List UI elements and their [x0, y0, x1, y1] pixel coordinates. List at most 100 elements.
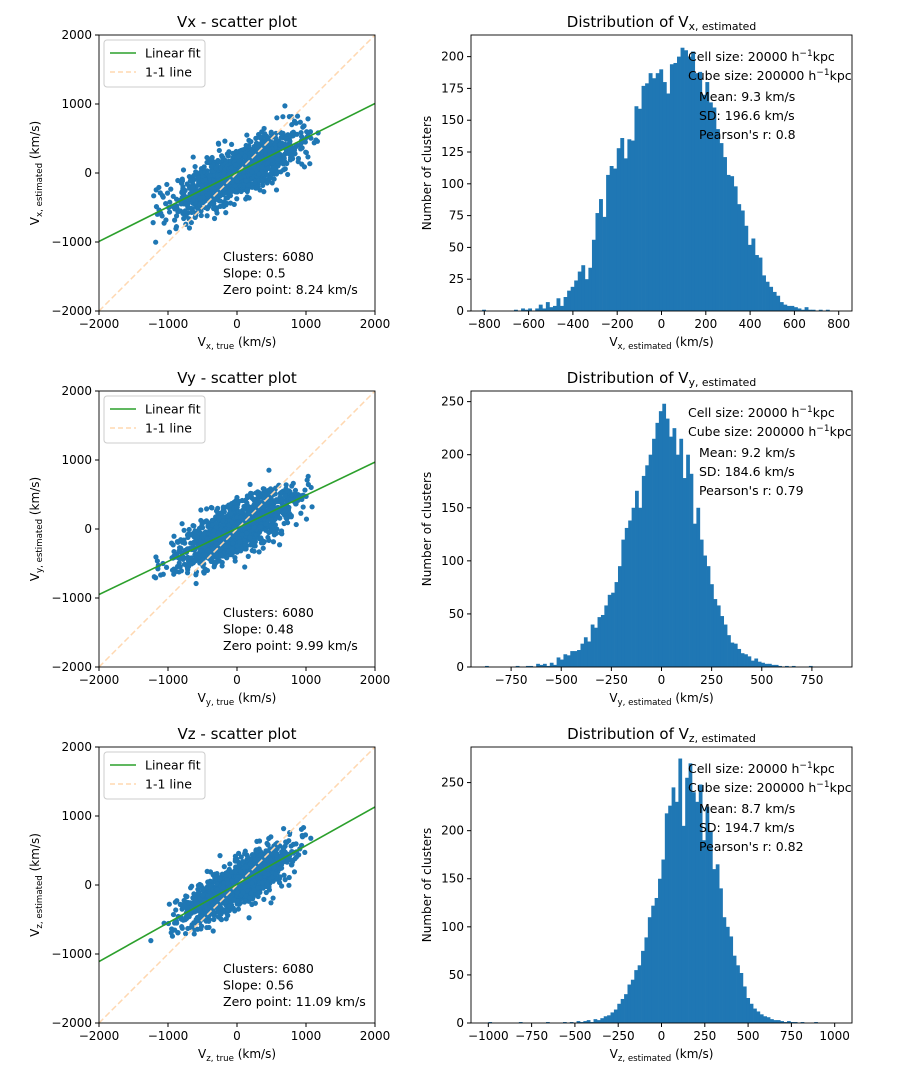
scatter-point	[283, 508, 289, 514]
scatter-point	[199, 892, 206, 898]
histogram-bar	[570, 651, 575, 667]
scatter-point	[206, 882, 212, 889]
scatter-point	[166, 209, 173, 215]
histogram-bar	[553, 664, 557, 667]
scatter-point	[169, 567, 176, 573]
scatter-point	[209, 522, 215, 528]
histogram-bar	[808, 309, 813, 311]
histogram-bar	[515, 665, 520, 667]
histogram-bar	[562, 1022, 567, 1023]
linear-fit-line	[99, 461, 375, 596]
scatter-point	[234, 504, 240, 510]
histogram-bar	[787, 1021, 791, 1023]
scatter-point	[303, 516, 310, 522]
histogram-bar	[706, 566, 711, 667]
histogram-bar	[638, 507, 643, 667]
scatter-point	[193, 555, 199, 561]
legend-box	[103, 751, 206, 800]
histogram-bar	[705, 806, 710, 1023]
scatter-point	[170, 911, 177, 918]
histogram-bar	[726, 174, 731, 311]
histogram-bar	[566, 655, 571, 667]
x-tick-label: 1000	[291, 673, 322, 687]
scatter-point	[308, 835, 314, 841]
histogram-bar	[641, 475, 646, 667]
scatter-point	[259, 178, 265, 184]
histogram-bar	[825, 309, 830, 311]
y-axis-label: Number of clusters	[420, 828, 434, 942]
histogram-panel-3: −750 −500 −250 0 250 500 750050100150200250Dis…	[420, 369, 853, 708]
histogram-bar	[751, 238, 756, 311]
scatter-point	[289, 483, 295, 489]
histogram-bar	[740, 653, 745, 667]
histogram-bar	[603, 1016, 608, 1023]
scatter-point	[228, 141, 235, 148]
histogram-bar	[614, 582, 619, 667]
scatter-point	[263, 521, 269, 527]
legend-label: 1-1 line	[145, 65, 192, 80]
scatter-point	[234, 520, 240, 526]
annotation: SD: 184.6 km/s	[699, 464, 795, 479]
scatter-point	[305, 473, 311, 480]
scatter-point	[287, 138, 293, 144]
scatter-point	[219, 153, 225, 159]
scatter-point	[191, 931, 197, 937]
scatter-point	[238, 854, 244, 860]
annotation: Zero point: 11.09 km/s	[223, 994, 366, 1009]
scatter-point	[220, 518, 226, 524]
scatter-point	[198, 923, 205, 929]
histogram-bar	[648, 73, 653, 311]
histogram-bar	[591, 239, 596, 311]
scatter-point	[205, 547, 211, 553]
scatter-point	[206, 918, 212, 924]
histogram-bar	[675, 454, 680, 667]
histogram-bar	[518, 1022, 523, 1023]
scatter-point	[301, 164, 308, 170]
histogram-bar	[576, 1021, 581, 1023]
annotation: SD: 194.7 km/s	[699, 820, 795, 835]
scatter-point	[258, 852, 264, 858]
scatter-point	[202, 552, 208, 559]
histogram-bar	[797, 308, 802, 311]
scatter-point	[163, 564, 170, 571]
histogram-bar	[680, 47, 685, 311]
histogram-bar	[549, 307, 554, 311]
histogram-bar	[647, 917, 652, 1023]
scatter-point	[237, 539, 243, 545]
scatter-point	[264, 160, 271, 166]
histogram-bar	[739, 972, 744, 1023]
histogram-bar	[641, 950, 645, 1023]
histogram-bar	[666, 93, 671, 311]
scatter-point	[236, 153, 242, 159]
scatter-point	[231, 524, 237, 530]
histogram-bar	[808, 665, 813, 667]
scatter-point	[188, 219, 194, 226]
scatter-point	[249, 547, 255, 554]
scatter-point	[242, 153, 248, 159]
scatter-point	[160, 571, 166, 577]
scatter-point	[281, 872, 287, 878]
scatter-point	[237, 174, 244, 181]
annotation: Slope: 0.5	[223, 266, 286, 281]
scatter-point	[293, 521, 299, 528]
scatter-point	[206, 191, 212, 197]
scatter-point	[225, 880, 231, 886]
histogram-bar	[742, 986, 747, 1023]
scatter-point	[181, 527, 187, 533]
x-tick-label: 0	[233, 317, 241, 331]
histogram-bar	[661, 859, 666, 1023]
scatter-panel-2: −2000 −1000 0 1000 2000−2000−1000010002000Vy…	[28, 369, 390, 708]
scatter-point	[229, 179, 235, 185]
scatter-point	[246, 505, 252, 511]
legend-label: Linear fit	[145, 758, 201, 773]
histogram-bar	[616, 148, 621, 311]
scatter-point	[208, 156, 214, 162]
scatter-point	[224, 869, 230, 876]
histogram-bar	[723, 624, 728, 667]
x-tick-label: 400	[739, 317, 762, 331]
scatter-point	[232, 558, 238, 564]
scatter-point	[180, 917, 186, 923]
histogram-bar	[617, 1003, 622, 1023]
scatter-point	[261, 515, 267, 522]
scatter-point	[217, 165, 223, 171]
